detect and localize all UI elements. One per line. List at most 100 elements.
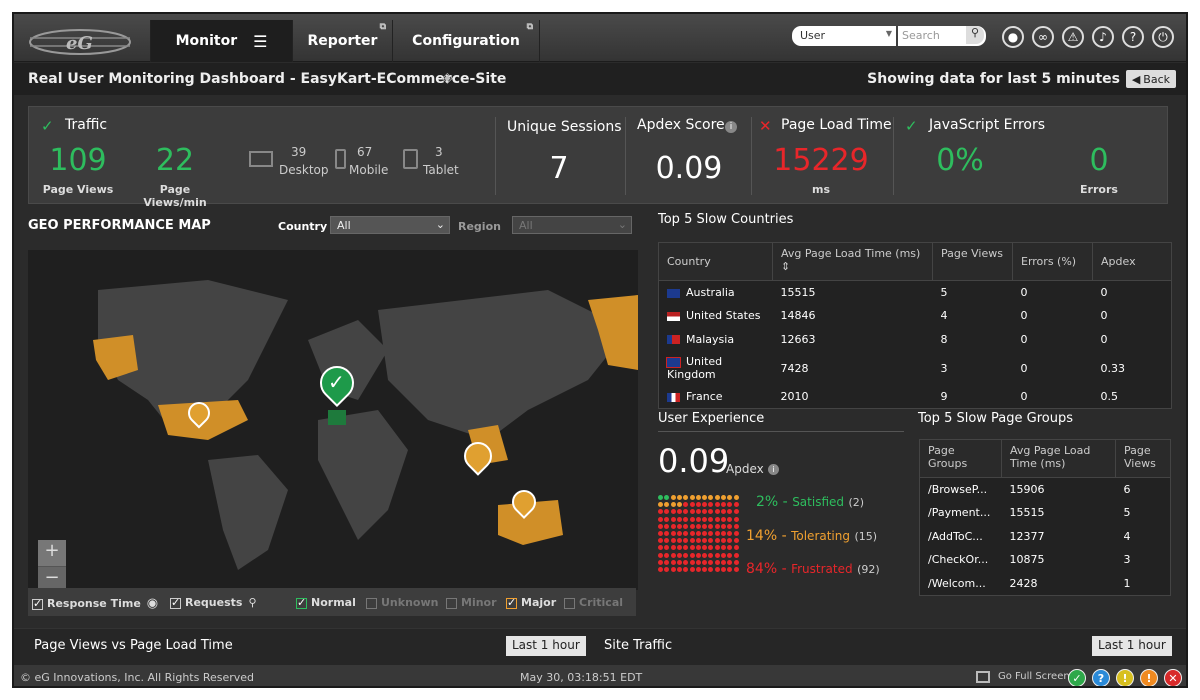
apdex-dot — [689, 516, 695, 522]
apdex-dot — [714, 567, 720, 572]
column-header[interactable]: Avg Page Load Time (ms) ⇕ — [772, 242, 933, 281]
status-ok-icon[interactable]: ✓ — [1068, 669, 1086, 686]
page-title: Real User Monitoring Dashboard - EasyKar… — [28, 71, 507, 87]
user-profile-icon[interactable]: ● — [1002, 26, 1024, 48]
checkbox[interactable] — [564, 597, 575, 609]
last-hour-button[interactable]: Last 1 hour — [506, 636, 586, 656]
apdex-dot — [733, 509, 739, 515]
notification-bell-icon[interactable]: ♪ — [1092, 26, 1114, 48]
apdex-dot — [664, 545, 670, 551]
world-map[interactable]: ✓ + − ⌄ — [28, 250, 638, 612]
apdex-dot — [702, 509, 708, 515]
minor-filter[interactable]: Minor — [446, 596, 497, 609]
link-icon[interactable]: ∞ — [1032, 26, 1054, 48]
column-header[interactable]: Errors (%) — [1012, 242, 1093, 281]
table-row[interactable]: /Welcom... 2428 1 — [928, 576, 1131, 590]
status-minor-icon[interactable]: ! — [1116, 669, 1134, 686]
normal-filter[interactable]: Normal — [296, 596, 356, 609]
north-america-shape — [98, 280, 288, 425]
checkbox[interactable] — [296, 596, 307, 609]
table-row[interactable]: /BrowseP... 15906 6 — [928, 483, 1131, 496]
unknown-filter[interactable]: Unknown — [366, 596, 438, 609]
table-row[interactable]: France 2010 9 0 0.5 — [659, 385, 1172, 409]
apdex-dot — [689, 531, 695, 536]
divider — [658, 431, 904, 432]
apdex-dot — [695, 538, 701, 544]
tab-reporter[interactable]: Reporter ⧉ — [292, 20, 392, 62]
geo-map-title: GEO PERFORMANCE MAP — [28, 218, 211, 233]
table-row[interactable]: /CheckOr... 10875 3 — [928, 553, 1131, 567]
apdex-dot — [714, 509, 720, 515]
alert-icon[interactable]: ⚠ — [1062, 26, 1084, 48]
apdex-dot — [664, 516, 670, 522]
tab-configuration[interactable]: Configuration ⧉ — [392, 20, 540, 62]
search-icon[interactable]: ⚲ — [966, 26, 984, 44]
apdex-dot — [658, 567, 663, 572]
zoom-out-button[interactable]: − — [38, 566, 66, 592]
apdex-dot — [658, 495, 663, 500]
help-icon[interactable]: ? — [1122, 26, 1144, 48]
checkbox[interactable] — [446, 597, 457, 609]
status-major-icon[interactable]: ! — [1140, 669, 1158, 686]
info-icon[interactable]: i — [768, 464, 779, 475]
region-select[interactable]: All ⌄ — [512, 216, 632, 234]
requests-toggle[interactable]: Requests⚲ — [170, 596, 257, 609]
table-row[interactable]: United States 14846 4 0 0 — [659, 304, 1172, 328]
info-icon[interactable]: i — [725, 121, 737, 133]
apdex-dot — [695, 516, 701, 522]
checkbox[interactable] — [32, 597, 43, 610]
desktop-label: Desktop — [279, 163, 329, 177]
apdex-dot — [658, 552, 663, 558]
checkbox[interactable] — [366, 597, 377, 609]
apdex-dot — [708, 523, 714, 529]
go-full-screen-link[interactable]: Go Full Screen — [998, 671, 1070, 682]
fullscreen-icon[interactable] — [976, 671, 990, 683]
response-time-toggle[interactable]: Response Time◉ — [32, 596, 158, 611]
status-info-icon[interactable]: ? — [1092, 669, 1110, 686]
apdex-dot — [727, 567, 733, 572]
back-button[interactable]: ◀ Back — [1125, 70, 1176, 88]
column-header[interactable]: Page Groups — [919, 439, 1002, 478]
malaysia-flag-icon — [667, 335, 680, 345]
checkbox[interactable] — [170, 596, 181, 609]
table-row[interactable]: United Kingdom 7428 3 0 0.33 — [666, 355, 1125, 381]
country-select[interactable]: All ⌄ — [330, 216, 450, 234]
apdex-dot — [721, 545, 726, 551]
world-map-graphic — [93, 280, 638, 570]
checkbox[interactable] — [506, 596, 517, 609]
table-row[interactable]: Malaysia 12663 8 0 0 — [659, 328, 1172, 352]
last-hour-button[interactable]: Last 1 hour — [1092, 636, 1172, 656]
apdex-dot — [683, 531, 689, 536]
tab-monitor[interactable]: Monitor ☰ — [150, 20, 292, 62]
apdex-dot — [702, 538, 708, 544]
column-header[interactable]: Page Views — [1115, 439, 1171, 478]
user-select[interactable]: User ▼ — [792, 26, 896, 46]
column-header[interactable]: Page Views — [932, 242, 1013, 281]
tolerating-row: 14% - Tolerating (15) — [746, 528, 878, 544]
apdex-dot — [676, 559, 682, 565]
apdex-dot — [714, 559, 720, 565]
apdex-dot — [658, 531, 663, 536]
dropdown-arrow-icon: ▼ — [885, 29, 892, 38]
major-filter[interactable]: Major — [506, 596, 556, 609]
apdex-dot — [695, 559, 701, 565]
back-arrow-icon: ◀ — [1131, 72, 1141, 86]
column-header[interactable]: Avg Page Load Time (ms) — [1001, 439, 1116, 478]
column-header[interactable]: Country — [658, 242, 773, 281]
apdex-dot — [676, 567, 682, 572]
column-header[interactable]: Apdex — [1092, 242, 1172, 281]
status-critical-icon[interactable]: ✕ — [1164, 669, 1182, 686]
apdex-dot — [670, 538, 676, 544]
table-row[interactable]: /Payment... 15515 5 — [928, 506, 1131, 520]
apdex-dot — [714, 545, 720, 551]
critical-filter[interactable]: Critical — [564, 596, 623, 609]
power-icon[interactable]: ⏻ — [1152, 26, 1174, 48]
apdex-dot — [683, 545, 689, 551]
table-row[interactable]: Australia 15515 5 0 0 — [659, 281, 1172, 305]
search-input[interactable]: Search ⚲ — [898, 26, 986, 46]
table-row[interactable]: /AddToC... 12377 4 — [928, 529, 1131, 543]
sort-icon[interactable]: ⇕ — [781, 260, 791, 273]
apdex-dot — [658, 538, 663, 544]
apdex-dot — [670, 531, 676, 536]
zoom-in-button[interactable]: + — [38, 540, 66, 566]
